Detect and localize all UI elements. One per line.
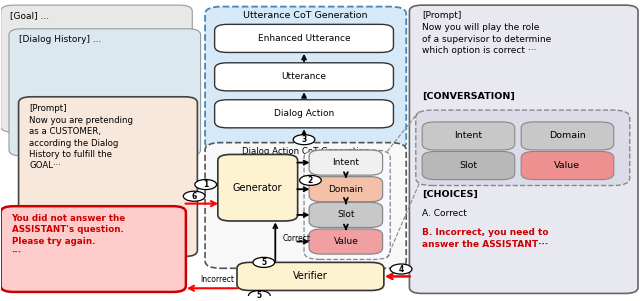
Text: Utterance CoT Generation: Utterance CoT Generation xyxy=(243,11,368,20)
FancyBboxPatch shape xyxy=(9,29,200,156)
FancyBboxPatch shape xyxy=(309,150,383,175)
FancyBboxPatch shape xyxy=(214,24,394,52)
Circle shape xyxy=(300,175,321,185)
FancyBboxPatch shape xyxy=(309,202,383,228)
FancyBboxPatch shape xyxy=(422,151,515,180)
Text: Domain: Domain xyxy=(549,132,586,141)
Text: Dialog Action CoT Generation: Dialog Action CoT Generation xyxy=(242,147,369,156)
Text: Domain: Domain xyxy=(328,185,364,194)
Text: [Goal] ...: [Goal] ... xyxy=(10,11,49,20)
FancyBboxPatch shape xyxy=(214,100,394,128)
Text: You did not answer the
ASSISTANT's question.
Please try again.
···: You did not answer the ASSISTANT's quest… xyxy=(12,214,125,258)
Text: Value: Value xyxy=(333,237,358,246)
Text: A. Correct: A. Correct xyxy=(422,209,467,218)
Circle shape xyxy=(253,257,275,267)
Circle shape xyxy=(248,291,270,301)
Circle shape xyxy=(183,191,205,201)
Text: Generator: Generator xyxy=(233,183,282,193)
Circle shape xyxy=(293,135,315,145)
FancyBboxPatch shape xyxy=(19,97,197,256)
Text: 6: 6 xyxy=(191,192,197,201)
Circle shape xyxy=(390,264,412,274)
FancyBboxPatch shape xyxy=(1,5,192,132)
FancyBboxPatch shape xyxy=(237,262,384,290)
Text: [Prompt]
Now you will play the role
of a supervisor to determine
which option is: [Prompt] Now you will play the role of a… xyxy=(422,11,552,55)
Text: 3: 3 xyxy=(301,135,307,144)
FancyBboxPatch shape xyxy=(1,206,186,292)
Text: Intent: Intent xyxy=(454,132,483,141)
Text: Utterance: Utterance xyxy=(282,72,326,81)
FancyBboxPatch shape xyxy=(422,122,515,150)
Text: Verifier: Verifier xyxy=(293,272,328,281)
Text: Value: Value xyxy=(554,161,580,170)
FancyBboxPatch shape xyxy=(410,5,638,293)
Text: 1: 1 xyxy=(203,180,208,189)
Text: [Dialog History] ...: [Dialog History] ... xyxy=(19,35,101,44)
Text: 5: 5 xyxy=(261,258,266,267)
Text: [CONVERSATION]: [CONVERSATION] xyxy=(422,92,515,101)
Text: 5: 5 xyxy=(257,291,262,300)
FancyBboxPatch shape xyxy=(309,229,383,254)
FancyBboxPatch shape xyxy=(521,122,614,150)
Text: Slot: Slot xyxy=(337,210,355,219)
FancyBboxPatch shape xyxy=(218,154,298,221)
Text: Intent: Intent xyxy=(332,158,360,167)
Text: Enhanced Utterance: Enhanced Utterance xyxy=(258,34,350,43)
Text: 4: 4 xyxy=(399,265,404,274)
Text: Slot: Slot xyxy=(460,161,477,170)
Text: [CHOICES]: [CHOICES] xyxy=(422,190,478,199)
FancyBboxPatch shape xyxy=(205,143,406,268)
FancyBboxPatch shape xyxy=(214,63,394,91)
FancyBboxPatch shape xyxy=(521,151,614,180)
Text: B. Incorrect, you need to
answer the ASSISTANT···: B. Incorrect, you need to answer the ASS… xyxy=(422,228,548,249)
Text: 2: 2 xyxy=(308,176,313,185)
FancyBboxPatch shape xyxy=(304,150,390,259)
Text: Correct: Correct xyxy=(283,234,311,243)
Text: Dialog Action: Dialog Action xyxy=(274,109,334,118)
Text: [Prompt]
Now you are pretending
as a CUSTOMER,
according the Dialog
History to f: [Prompt] Now you are pretending as a CUS… xyxy=(29,104,133,170)
FancyBboxPatch shape xyxy=(205,7,406,150)
Text: Incorrect: Incorrect xyxy=(200,275,234,284)
FancyBboxPatch shape xyxy=(309,177,383,202)
Circle shape xyxy=(195,179,216,190)
FancyBboxPatch shape xyxy=(416,110,630,185)
